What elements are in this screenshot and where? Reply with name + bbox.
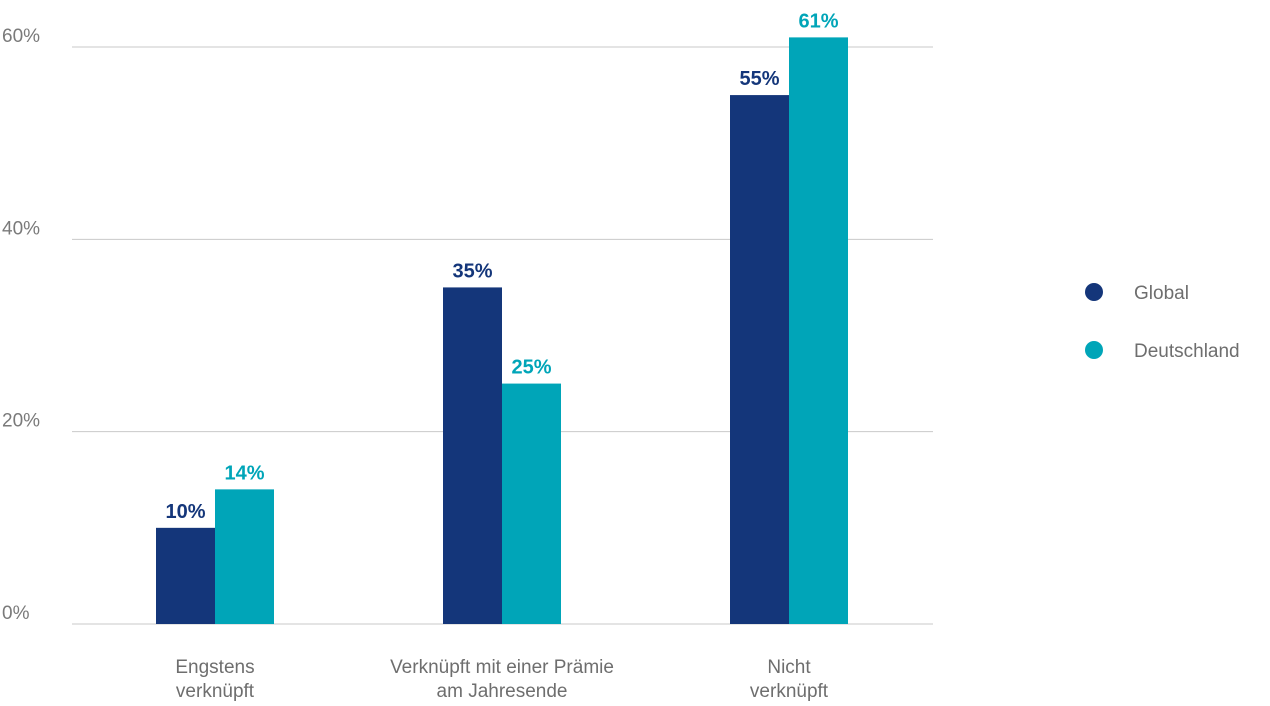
data-label-global-1: 35% — [452, 260, 492, 282]
legend-marker-global — [1085, 283, 1103, 301]
category-label-line: verknüpft — [176, 681, 255, 702]
category-label: Nicht verknüpft — [750, 657, 829, 702]
bar-global-1 — [443, 287, 502, 624]
category-label-line: Nicht — [767, 657, 811, 678]
legend: Global Deutschland — [1085, 283, 1240, 362]
category-label-line: verknüpft — [750, 681, 829, 702]
category-label-line: am Jahresende — [437, 681, 568, 702]
data-labels: 10% 35% 55% 14% 25% 61% — [165, 10, 838, 522]
category-label: Verknüpft mit einer Prämie am Jahresende — [390, 657, 614, 702]
legend-marker-deutschland — [1085, 341, 1103, 359]
category-label-line: Engstens — [175, 657, 254, 678]
data-label-global-2: 55% — [739, 68, 779, 90]
y-tick-label: 0% — [2, 603, 30, 624]
bars — [156, 37, 848, 625]
y-axis-tick-labels: 0% 20% 40% 60% — [2, 26, 40, 624]
bar-deutschland-2 — [789, 37, 848, 624]
bar-global-0 — [156, 527, 215, 624]
category-label: Engstens verknüpft — [175, 657, 254, 702]
y-tick-label: 20% — [2, 411, 40, 432]
y-tick-label: 60% — [2, 26, 40, 47]
bar-deutschland-0 — [215, 489, 274, 624]
data-label-deutschland-0: 14% — [224, 462, 264, 484]
legend-label-deutschland: Deutschland — [1134, 341, 1240, 362]
data-label-deutschland-1: 25% — [511, 357, 551, 379]
bar-deutschland-1 — [502, 383, 561, 624]
legend-label-global: Global — [1134, 283, 1189, 304]
x-axis-category-labels: Engstens verknüpft Verknüpft mit einer Prä… — [175, 657, 828, 702]
bar-global-2 — [730, 95, 789, 625]
category-label-line: Verknüpft mit einer Prämie — [390, 657, 614, 678]
data-label-global-0: 10% — [165, 501, 205, 523]
y-tick-label: 40% — [2, 218, 40, 239]
data-label-deutschland-2: 61% — [798, 10, 838, 32]
